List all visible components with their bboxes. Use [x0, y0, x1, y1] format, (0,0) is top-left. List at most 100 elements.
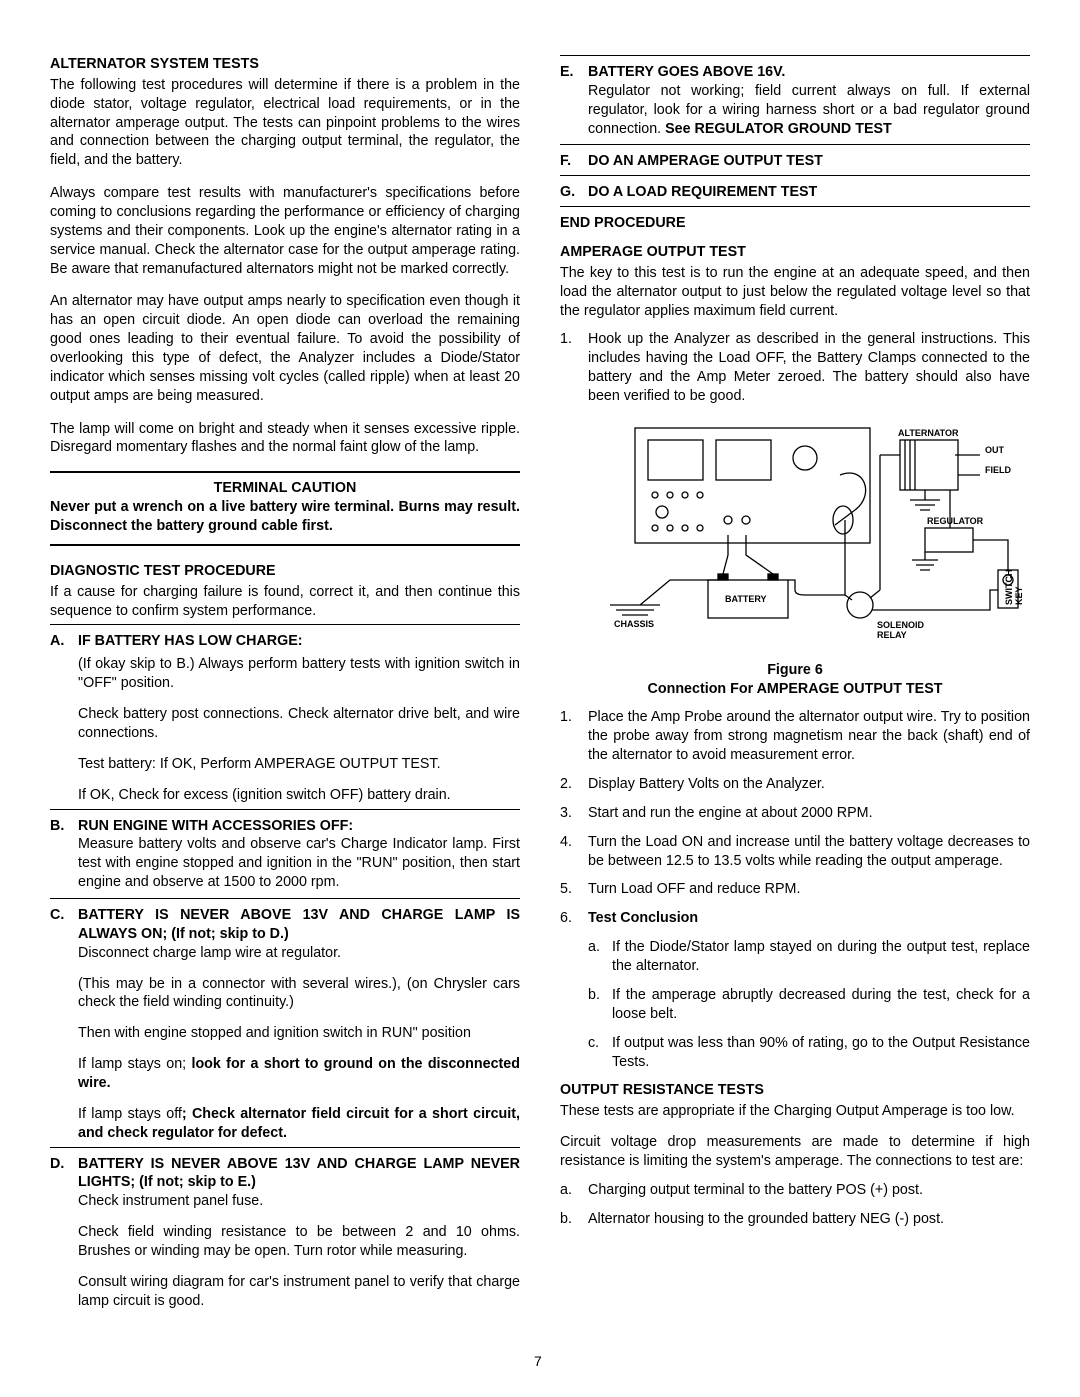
step-text: Turn the Load ON and increase until the …	[588, 833, 1030, 871]
step-6: 6. Test Conclusion	[560, 909, 1030, 928]
item-title: DO A LOAD REQUIREMENT TEST	[588, 184, 817, 200]
step-text: Place the Amp Probe around the alternato…	[588, 708, 1030, 765]
step-text: Test Conclusion	[588, 910, 698, 926]
step-5: 5. Turn Load OFF and reduce RPM.	[560, 880, 1030, 899]
heading-output-resistance: OUTPUT RESISTANCE TESTS	[560, 1081, 1030, 1100]
alpha-text: If the amperage abruptly decreased durin…	[612, 986, 1030, 1024]
label-chassis: CHASSIS	[614, 619, 654, 629]
item-a: A. IF BATTERY HAS LOW CHARGE:	[50, 632, 520, 651]
end-procedure: END PROCEDURE	[560, 214, 1030, 233]
para: The key to this test is to run the engin…	[560, 264, 1030, 321]
para: The lamp will come on bright and steady …	[50, 420, 520, 458]
label-relay: RELAY	[877, 630, 907, 640]
sub-para: (If okay skip to B.) Always perform batt…	[78, 655, 520, 693]
label-key-switch: KEY	[1014, 586, 1024, 605]
caution-title: TERMINAL CAUTION	[50, 479, 520, 498]
heading-alternator-tests: ALTERNATOR SYSTEM TESTS	[50, 55, 520, 74]
num-label: 1.	[560, 708, 588, 765]
step-text: Hook up the Analyzer as described in the…	[588, 330, 1030, 405]
letter-label: E.	[560, 63, 588, 138]
sub-para: (This may be in a connector with several…	[78, 975, 520, 1013]
num-label: 2.	[560, 775, 588, 794]
divider	[50, 809, 520, 810]
test-a: a. Charging output terminal to the batte…	[560, 1181, 1030, 1200]
step-1: 1. Place the Amp Probe around the altern…	[560, 708, 1030, 765]
alpha-label: a.	[560, 1181, 588, 1200]
heading-diagnostic: DIAGNOSTIC TEST PROCEDURE	[50, 562, 520, 581]
divider	[560, 144, 1030, 145]
num-label: 1.	[560, 330, 588, 405]
letter-label: F.	[560, 152, 588, 171]
step-4: 4. Turn the Load ON and increase until t…	[560, 833, 1030, 871]
item-f: F. DO AN AMPERAGE OUTPUT TEST	[560, 152, 1030, 171]
item-b: B. RUN ENGINE WITH ACCESSORIES OFF: Meas…	[50, 817, 520, 892]
alpha-label: a.	[588, 938, 612, 976]
para: Circuit voltage drop measurements are ma…	[560, 1133, 1030, 1171]
label-solenoid: SOLENOID	[877, 620, 925, 630]
sub-para: Check field winding resistance to be bet…	[78, 1223, 520, 1261]
step-text: Turn Load OFF and reduce RPM.	[588, 880, 1030, 899]
step-3: 3. Start and run the engine at about 200…	[560, 804, 1030, 823]
sub-text: Check instrument panel fuse.	[78, 1193, 263, 1209]
divider	[50, 471, 520, 473]
alpha-label: b.	[588, 986, 612, 1024]
letter-label: B.	[50, 817, 78, 892]
divider	[50, 1147, 520, 1148]
sub-para: Check battery post connections. Check al…	[78, 705, 520, 743]
page-content: ALTERNATOR SYSTEM TESTS The following te…	[50, 55, 1030, 1311]
item-title: BATTERY IS NEVER ABOVE 13V AND CHARGE LA…	[78, 1156, 520, 1191]
para: The following test procedures will deter…	[50, 76, 520, 170]
letter-label: A.	[50, 632, 78, 651]
para: These tests are appropriate if the Charg…	[560, 1102, 1030, 1121]
step-text: Display Battery Volts on the Analyzer.	[588, 775, 1030, 794]
divider	[50, 544, 520, 546]
label-field: FIELD	[985, 465, 1011, 475]
item-title: BATTERY IS NEVER ABOVE 13V AND CHARGE LA…	[78, 907, 520, 942]
sub-para: Test battery: If OK, Perform AMPERAGE OU…	[78, 755, 520, 774]
para: Always compare test results with manufac…	[50, 184, 520, 278]
divider	[560, 175, 1030, 176]
item-d: D. BATTERY IS NEVER ABOVE 13V AND CHARGE…	[50, 1155, 520, 1212]
divider	[560, 206, 1030, 207]
sub-para: If OK, Check for excess (ignition switch…	[78, 786, 520, 805]
test-b: b. Alternator housing to the grounded ba…	[560, 1210, 1030, 1229]
wiring-diagram-svg: ALTERNATOR OUT FIELD REGULATOR BATTERY C…	[580, 420, 1030, 645]
figure-6: ALTERNATOR OUT FIELD REGULATOR BATTERY C…	[580, 420, 1030, 651]
sub-para: Consult wiring diagram for car's instrum…	[78, 1273, 520, 1311]
step-1-hookup: 1. Hook up the Analyzer as described in …	[560, 330, 1030, 405]
divider	[50, 624, 520, 625]
item-g: G. DO A LOAD REQUIREMENT TEST	[560, 183, 1030, 202]
item-title: BATTERY GOES ABOVE 16V.	[588, 64, 785, 80]
label-key-switch2: SWITCH	[1004, 569, 1014, 605]
num-label: 3.	[560, 804, 588, 823]
left-column: ALTERNATOR SYSTEM TESTS The following te…	[50, 55, 520, 1311]
alpha-text: If output was less than 90% of rating, g…	[612, 1034, 1030, 1072]
item-e: E. BATTERY GOES ABOVE 16V. Regulator not…	[560, 63, 1030, 138]
letter-label: G.	[560, 183, 588, 202]
step-2: 2. Display Battery Volts on the Analyzer…	[560, 775, 1030, 794]
alpha-text: If the Diode/Stator lamp stayed on durin…	[612, 938, 1030, 976]
test-text: Charging output terminal to the battery …	[588, 1181, 1030, 1200]
caution-body: Never put a wrench on a live battery wir…	[50, 498, 520, 536]
label-out: OUT	[985, 445, 1005, 455]
divider	[560, 55, 1030, 56]
label-alternator: ALTERNATOR	[898, 428, 959, 438]
para: An alternator may have output amps nearl…	[50, 292, 520, 405]
item-title: DO AN AMPERAGE OUTPUT TEST	[588, 153, 823, 169]
page-number: 7	[534, 1352, 542, 1370]
letter-label: C.	[50, 906, 78, 963]
step-text: Start and run the engine at about 2000 R…	[588, 804, 1030, 823]
figure-caption: Figure 6 Connection For AMPERAGE OUTPUT …	[560, 661, 1030, 699]
alpha-label: c.	[588, 1034, 612, 1072]
heading-amperage-test: AMPERAGE OUTPUT TEST	[560, 243, 1030, 262]
conclusion-b: b. If the amperage abruptly decreased du…	[588, 986, 1030, 1024]
test-text: Alternator housing to the grounded batte…	[588, 1210, 1030, 1229]
conclusion-a: a. If the Diode/Stator lamp stayed on du…	[588, 938, 1030, 976]
divider	[50, 898, 520, 899]
right-column: E. BATTERY GOES ABOVE 16V. Regulator not…	[560, 55, 1030, 1311]
sub-text: Measure battery volts and observe car's …	[78, 836, 520, 890]
sub-text: Disconnect charge lamp wire at regulator…	[78, 945, 341, 961]
alpha-label: b.	[560, 1210, 588, 1229]
num-label: 6.	[560, 909, 588, 928]
sub-para: If lamp stays off; Check alternator fiel…	[78, 1105, 520, 1143]
